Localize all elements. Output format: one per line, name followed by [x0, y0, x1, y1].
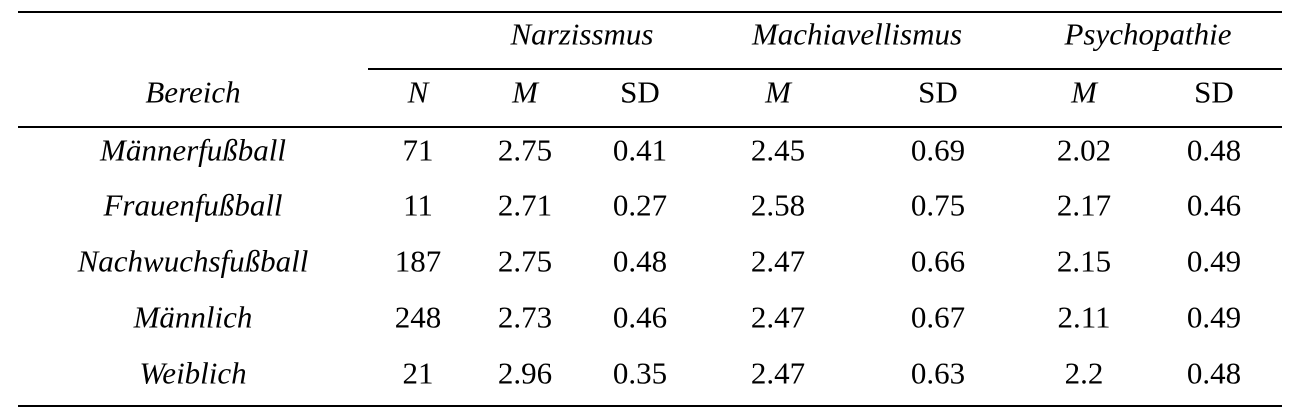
area-cell: Weiblich	[139, 355, 247, 391]
narc-m-cell: 2.71	[497, 187, 553, 223]
area-cell: Männlich	[133, 299, 253, 335]
mach-sd-cell: 0.66	[910, 243, 966, 279]
n-cell: 21	[402, 355, 434, 391]
column-header-n: N	[407, 74, 429, 110]
group-header-psychopathy: Psychopathie	[1064, 16, 1232, 52]
narc-m-cell: 2.75	[497, 243, 553, 279]
narc-m-cell: 2.73	[497, 299, 553, 335]
n-cell: 71	[402, 132, 434, 168]
group-header-narcissism: Narzissmus	[510, 16, 654, 52]
top-rule	[18, 11, 1282, 13]
narc-sd-cell: 0.27	[612, 187, 668, 223]
mach-sd-cell: 0.69	[910, 132, 966, 168]
mach-m-cell: 2.47	[750, 355, 806, 391]
psych-m-cell: 2.15	[1056, 243, 1112, 279]
area-cell: Männerfußball	[100, 132, 286, 168]
column-header-narc-m: M	[512, 74, 538, 110]
group-header-machiavellianism: Machiavellismus	[751, 16, 963, 52]
area-cell: Nachwuchsfußball	[77, 243, 309, 279]
narc-sd-cell: 0.35	[612, 355, 668, 391]
column-header-area: Bereich	[145, 74, 241, 110]
area-cell: Frauenfußball	[103, 187, 283, 223]
mach-m-cell: 2.47	[750, 299, 806, 335]
psych-sd-cell: 0.49	[1186, 243, 1242, 279]
psych-m-cell: 2.11	[1057, 299, 1111, 335]
mach-m-cell: 2.47	[750, 243, 806, 279]
narc-sd-cell: 0.46	[612, 299, 668, 335]
column-header-mach-m: M	[765, 74, 791, 110]
narc-m-cell: 2.96	[497, 355, 553, 391]
narc-m-cell: 2.75	[497, 132, 553, 168]
header-bottom-rule	[18, 126, 1282, 128]
narc-sd-cell: 0.41	[612, 132, 668, 168]
subheader-rule	[368, 68, 1282, 70]
mach-sd-cell: 0.63	[910, 355, 966, 391]
psych-m-cell: 2.02	[1056, 132, 1112, 168]
narc-sd-cell: 0.48	[612, 243, 668, 279]
psych-sd-cell: 0.48	[1186, 132, 1242, 168]
n-cell: 248	[394, 299, 442, 335]
bottom-rule	[18, 405, 1282, 407]
column-header-narc-sd: SD	[620, 74, 660, 110]
psych-sd-cell: 0.49	[1186, 299, 1242, 335]
psych-m-cell: 2.17	[1056, 187, 1112, 223]
n-cell: 187	[394, 243, 442, 279]
mach-sd-cell: 0.75	[910, 187, 966, 223]
column-header-psych-sd: SD	[1194, 74, 1234, 110]
psych-sd-cell: 0.48	[1186, 355, 1242, 391]
psych-m-cell: 2.2	[1064, 355, 1104, 391]
column-header-mach-sd: SD	[918, 74, 958, 110]
n-cell: 11	[403, 187, 433, 223]
psych-sd-cell: 0.46	[1186, 187, 1242, 223]
mach-m-cell: 2.58	[750, 187, 806, 223]
mach-m-cell: 2.45	[750, 132, 806, 168]
column-header-psych-m: M	[1071, 74, 1097, 110]
mach-sd-cell: 0.67	[910, 299, 966, 335]
